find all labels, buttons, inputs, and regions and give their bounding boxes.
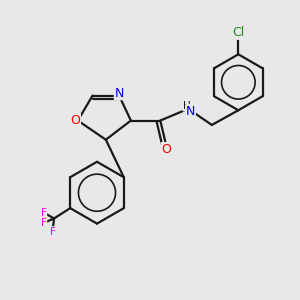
Text: H: H xyxy=(183,101,191,111)
Text: O: O xyxy=(70,114,80,127)
Text: O: O xyxy=(161,142,171,156)
Text: F: F xyxy=(50,227,56,237)
Text: F: F xyxy=(41,208,47,218)
Text: F: F xyxy=(41,218,47,228)
Text: N: N xyxy=(114,87,124,100)
Text: N: N xyxy=(186,105,195,118)
Text: Cl: Cl xyxy=(232,26,244,39)
